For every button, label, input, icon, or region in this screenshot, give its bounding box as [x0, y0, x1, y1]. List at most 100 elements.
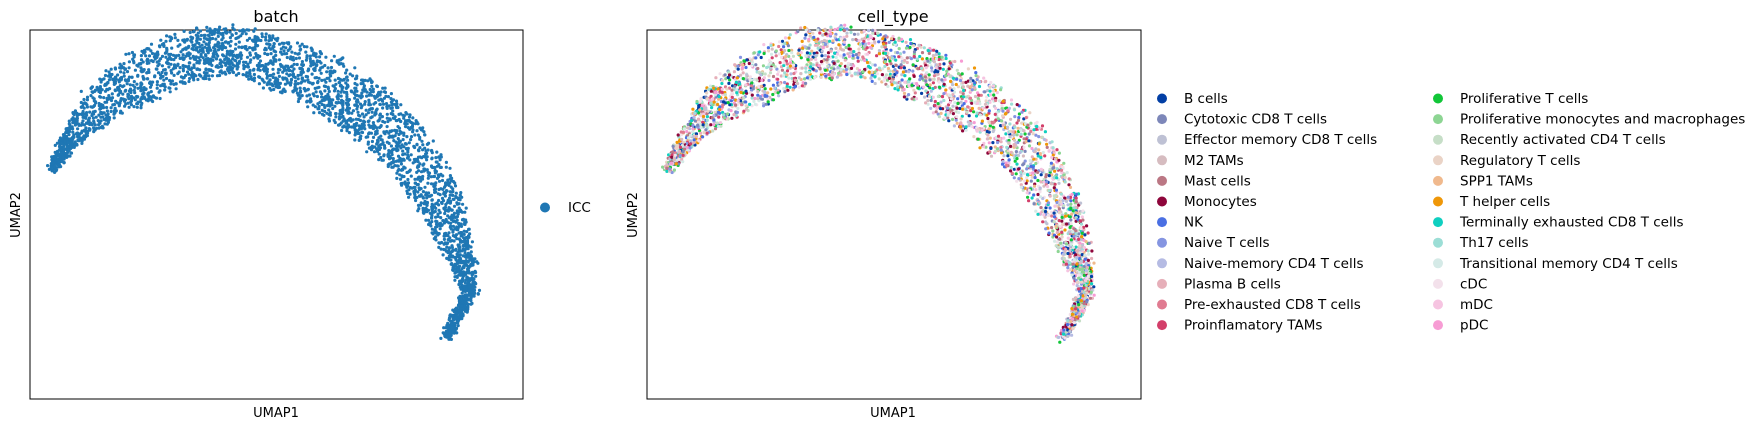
scatter-point	[159, 57, 163, 61]
scatter-point	[465, 309, 469, 313]
scatter-point	[220, 38, 224, 42]
scatter-point	[351, 125, 355, 129]
scatter-point	[423, 146, 427, 150]
scatter-point	[322, 113, 326, 117]
scatter-point	[460, 291, 464, 295]
scatter-point	[852, 64, 856, 68]
scatter-point	[272, 87, 276, 92]
scatter-point	[210, 63, 214, 67]
scatter-point	[890, 83, 894, 87]
scatter-point	[419, 201, 423, 205]
scatter-point	[295, 62, 299, 67]
scatter-point	[717, 115, 721, 119]
scatter-point	[332, 54, 336, 58]
scatter-point	[122, 74, 126, 78]
scatter-point	[62, 161, 66, 165]
scatter-point	[304, 58, 308, 62]
scatter-point	[126, 77, 130, 82]
scatter-point	[176, 72, 180, 76]
scatter-point	[85, 95, 90, 99]
scatter-point	[181, 69, 185, 73]
scatter-point	[430, 148, 434, 153]
scatter-point	[452, 204, 457, 208]
scatter-point	[843, 38, 847, 42]
scatter-point	[452, 211, 457, 215]
scatter-point	[181, 81, 185, 85]
scatter-point	[470, 287, 474, 291]
scatter-point	[312, 94, 316, 98]
scatter-point	[988, 124, 992, 128]
scatter-point	[1082, 228, 1086, 232]
scatter-point	[1074, 315, 1078, 319]
scatter-point	[1080, 215, 1084, 219]
scatter-point	[459, 257, 463, 261]
scatter-point	[90, 90, 94, 94]
scatter-point	[397, 167, 401, 172]
scatter-point	[402, 158, 406, 162]
scatter-point	[356, 100, 360, 104]
scatter-point	[472, 291, 476, 295]
scatter-point	[61, 156, 65, 160]
scatter-point	[1026, 195, 1030, 199]
scatter-point	[371, 135, 376, 139]
scatter-point	[1081, 209, 1085, 213]
scatter-point	[877, 52, 882, 56]
scatter-point	[328, 79, 332, 83]
scatter-point	[194, 55, 198, 59]
scatter-point	[178, 43, 182, 47]
scatter-point	[889, 62, 893, 66]
scatter-point	[312, 51, 316, 55]
scatter-point	[366, 111, 370, 115]
scatter-point	[463, 254, 467, 259]
scatter-point	[969, 76, 973, 80]
scatter-point	[164, 71, 168, 75]
scatter-point	[192, 65, 196, 70]
scatter-point	[93, 109, 97, 113]
scatter-point	[455, 202, 459, 206]
scatter-point	[256, 56, 260, 60]
scatter-point	[299, 47, 303, 51]
scatter-point	[84, 128, 88, 132]
scatter-point	[256, 68, 260, 72]
scatter-point	[105, 96, 109, 100]
scatter-point	[456, 261, 460, 265]
scatter-point	[109, 106, 113, 110]
scatter-point	[67, 148, 71, 152]
scatter-point	[269, 59, 273, 63]
scatter-point	[345, 95, 349, 99]
scatter-point	[376, 138, 380, 142]
scatter-point	[187, 61, 191, 65]
scatter-point	[845, 34, 849, 38]
scatter-point	[395, 102, 399, 106]
scatter-point	[98, 77, 102, 81]
scatter-point	[164, 55, 168, 59]
scatter-point	[400, 175, 404, 179]
scatter-point	[267, 34, 271, 38]
scatter-point	[918, 54, 922, 59]
scatter-point	[918, 74, 923, 78]
scatter-point	[88, 127, 92, 131]
scatter-point	[718, 72, 722, 76]
scatter-point	[451, 224, 455, 228]
scatter-point	[323, 89, 327, 93]
scatter-point	[277, 42, 282, 46]
scatter-point	[900, 73, 904, 77]
scatter-point	[181, 48, 185, 52]
scatter-point	[263, 51, 267, 56]
scatter-point	[340, 128, 344, 133]
scatter-point	[379, 138, 383, 142]
scatter-point	[298, 44, 302, 48]
scatter-point	[70, 125, 74, 129]
scatter-point	[748, 75, 753, 79]
scatter-point	[742, 59, 746, 63]
scatter-point	[774, 54, 778, 58]
scatter-point	[432, 210, 436, 214]
scatter-point	[990, 97, 995, 101]
scatter-point	[360, 122, 364, 126]
scatter-point	[117, 104, 121, 108]
scatter-point	[750, 81, 754, 85]
scatter-point	[416, 169, 421, 173]
scatter-point	[285, 52, 289, 56]
scatter-point	[63, 139, 67, 144]
scatter-point	[173, 32, 177, 37]
